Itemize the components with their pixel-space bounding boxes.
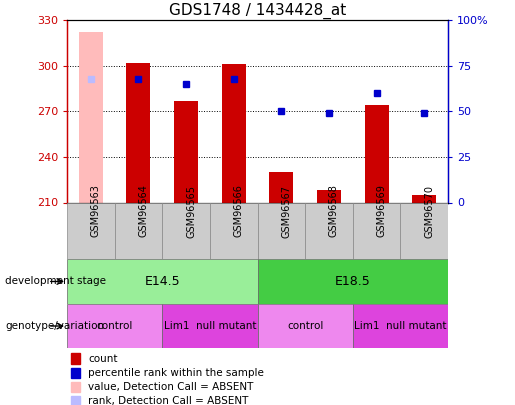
Bar (258, 304, 353, 348)
Bar (114, 202, 162, 259)
Bar (67, 202, 115, 259)
Text: control: control (287, 321, 323, 331)
Bar (353, 202, 401, 259)
Bar (269, 172, 293, 202)
Text: rank, Detection Call = ABSENT: rank, Detection Call = ABSENT (88, 396, 248, 405)
Text: GSM96567: GSM96567 (281, 185, 291, 237)
Bar (258, 202, 305, 259)
Bar (174, 101, 198, 202)
Text: count: count (88, 354, 117, 364)
Bar (305, 202, 353, 259)
Bar (413, 195, 436, 202)
Text: value, Detection Call = ABSENT: value, Detection Call = ABSENT (88, 382, 253, 392)
Bar (258, 259, 448, 304)
Bar (365, 105, 388, 202)
Text: GSM96570: GSM96570 (424, 185, 434, 237)
Bar (210, 202, 258, 259)
Bar (71, 368, 80, 378)
Text: genotype/variation: genotype/variation (5, 321, 104, 331)
Text: GSM96569: GSM96569 (376, 185, 387, 237)
Bar (353, 304, 448, 348)
Text: GSM96566: GSM96566 (234, 185, 244, 237)
Text: development stage: development stage (5, 277, 106, 286)
Bar (401, 202, 448, 259)
Text: Lim1  null mutant: Lim1 null mutant (164, 321, 256, 331)
Bar (162, 202, 210, 259)
Bar (317, 190, 341, 202)
Bar (67, 259, 258, 304)
Text: E14.5: E14.5 (144, 275, 180, 288)
Bar (67, 304, 162, 348)
Text: GSM96564: GSM96564 (139, 185, 148, 237)
Bar (71, 396, 80, 405)
Text: Lim1  null mutant: Lim1 null mutant (354, 321, 447, 331)
Text: control: control (96, 321, 133, 331)
Bar (71, 354, 80, 364)
Text: GSM96563: GSM96563 (91, 185, 101, 237)
Text: GSM96568: GSM96568 (329, 185, 339, 237)
Bar (222, 64, 246, 202)
Bar (79, 32, 102, 202)
Title: GDS1748 / 1434428_at: GDS1748 / 1434428_at (169, 3, 346, 19)
Text: GSM96565: GSM96565 (186, 185, 196, 237)
Bar (162, 304, 258, 348)
Text: percentile rank within the sample: percentile rank within the sample (88, 368, 264, 378)
Bar (127, 63, 150, 202)
Bar (71, 382, 80, 392)
Text: E18.5: E18.5 (335, 275, 371, 288)
